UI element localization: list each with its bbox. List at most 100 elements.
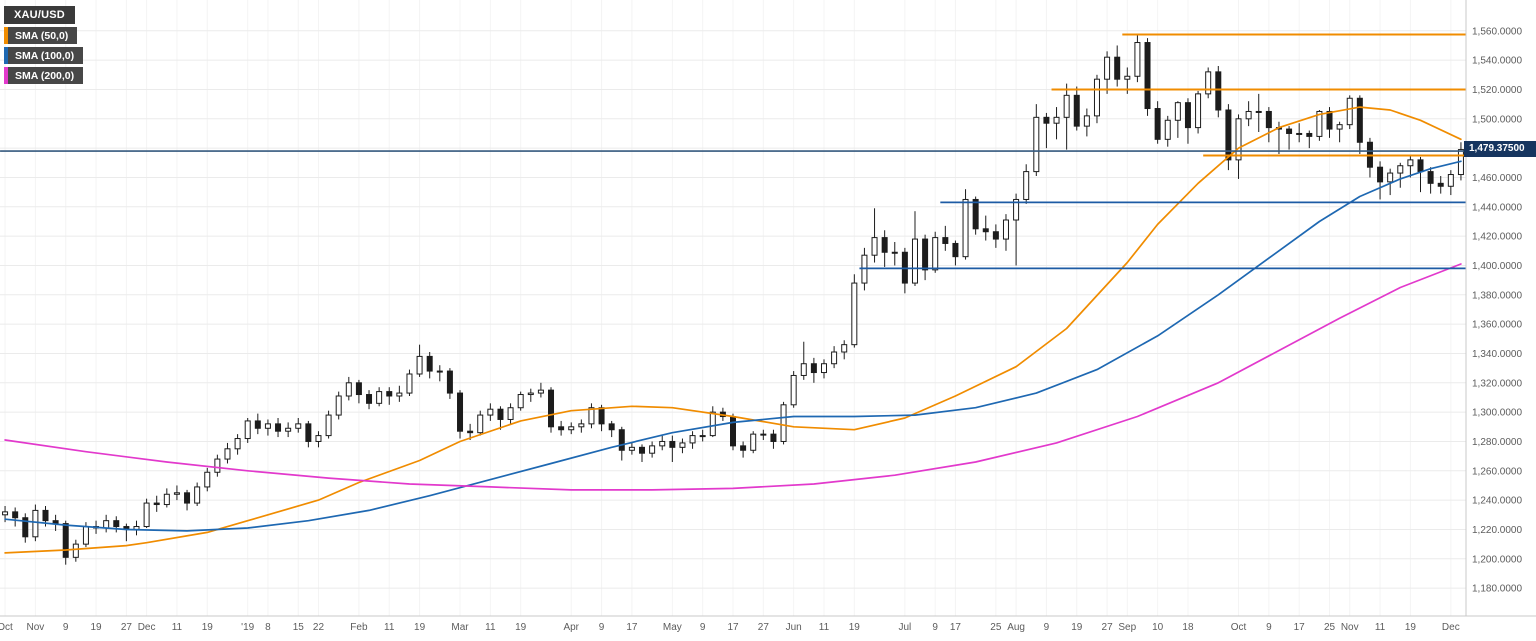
svg-text:18: 18 bbox=[1182, 622, 1194, 633]
svg-text:25: 25 bbox=[1324, 622, 1336, 633]
candle bbox=[537, 382, 544, 398]
candle bbox=[406, 369, 413, 396]
candle bbox=[234, 434, 241, 455]
candle bbox=[1195, 90, 1202, 134]
svg-text:27: 27 bbox=[1102, 622, 1114, 633]
candle bbox=[517, 391, 524, 411]
candle bbox=[962, 189, 969, 260]
candle bbox=[1265, 107, 1272, 143]
candle bbox=[446, 368, 453, 399]
candle bbox=[689, 431, 696, 449]
svg-text:1,520.0000: 1,520.0000 bbox=[1472, 85, 1522, 96]
candle bbox=[1205, 67, 1212, 99]
candle bbox=[659, 435, 666, 451]
candle bbox=[285, 422, 292, 438]
candle bbox=[487, 403, 494, 421]
candle bbox=[1013, 193, 1020, 266]
symbol-badge[interactable]: XAU/USD bbox=[4, 6, 75, 24]
svg-text:1,440.0000: 1,440.0000 bbox=[1472, 202, 1522, 213]
candle bbox=[62, 520, 69, 565]
sma50-label: SMA (50,0) bbox=[8, 27, 78, 44]
svg-text:19: 19 bbox=[1071, 622, 1083, 633]
candle bbox=[1255, 93, 1262, 132]
candle bbox=[143, 498, 150, 528]
candle bbox=[932, 231, 939, 273]
svg-text:Dec: Dec bbox=[138, 622, 156, 633]
svg-text:9: 9 bbox=[1266, 622, 1272, 633]
candle bbox=[22, 513, 29, 543]
candle bbox=[1306, 130, 1313, 149]
candle bbox=[133, 520, 140, 536]
candle bbox=[1377, 161, 1384, 200]
candle bbox=[1437, 176, 1444, 194]
candle bbox=[457, 390, 464, 439]
candle bbox=[416, 344, 423, 377]
svg-text:Jun: Jun bbox=[786, 622, 802, 633]
last-price-tag: 1,479.37500 bbox=[1464, 141, 1536, 157]
legend-item-sma50[interactable]: SMA (50,0) bbox=[4, 27, 78, 44]
candle bbox=[345, 376, 352, 401]
svg-text:19: 19 bbox=[515, 622, 527, 633]
svg-text:22: 22 bbox=[313, 622, 325, 633]
sma-100-line bbox=[4, 160, 1462, 532]
vertical-gridlines bbox=[4, 0, 1452, 616]
candle bbox=[871, 208, 878, 263]
candle bbox=[366, 390, 373, 410]
svg-text:Mar: Mar bbox=[451, 622, 469, 633]
candle bbox=[1336, 121, 1343, 143]
candle bbox=[396, 385, 403, 402]
candle bbox=[588, 403, 595, 429]
candle bbox=[355, 379, 362, 404]
candle bbox=[790, 371, 797, 408]
candle bbox=[669, 435, 676, 462]
candle bbox=[1154, 101, 1161, 144]
candle bbox=[295, 418, 302, 433]
candle bbox=[699, 429, 706, 442]
sma50-color-chip bbox=[4, 27, 8, 44]
candle bbox=[1366, 137, 1373, 178]
candle bbox=[901, 247, 908, 294]
candle bbox=[1023, 164, 1030, 204]
svg-text:27: 27 bbox=[121, 622, 133, 633]
svg-text:1,380.0000: 1,380.0000 bbox=[1472, 290, 1522, 301]
candle bbox=[1346, 95, 1353, 130]
candle bbox=[72, 539, 79, 562]
candle bbox=[760, 429, 767, 440]
svg-text:11: 11 bbox=[819, 622, 830, 633]
svg-text:1,360.0000: 1,360.0000 bbox=[1472, 320, 1522, 331]
candle bbox=[628, 442, 635, 455]
svg-text:1,560.0000: 1,560.0000 bbox=[1472, 26, 1522, 37]
x-axis[interactable]: Oct Nov 9 19 27 Dec 11 19 '19 8 15 22 Feb 11 19 Mar 11 19… bbox=[0, 622, 1460, 633]
candle bbox=[1144, 38, 1151, 116]
svg-text:1,340.0000: 1,340.0000 bbox=[1472, 349, 1522, 360]
candle bbox=[1002, 214, 1009, 251]
svg-text:9: 9 bbox=[700, 622, 706, 633]
svg-text:1,240.0000: 1,240.0000 bbox=[1472, 496, 1522, 507]
candle bbox=[1184, 98, 1191, 144]
candle bbox=[1397, 162, 1404, 188]
candle bbox=[548, 387, 555, 433]
candle bbox=[1174, 101, 1181, 138]
svg-text:Nov: Nov bbox=[26, 622, 44, 633]
svg-text:May: May bbox=[663, 622, 682, 633]
legend-item-sma200[interactable]: SMA (200,0) bbox=[4, 67, 84, 84]
candle bbox=[1245, 101, 1252, 127]
svg-text:25: 25 bbox=[990, 622, 1002, 633]
svg-text:15: 15 bbox=[293, 622, 305, 633]
svg-text:1,540.0000: 1,540.0000 bbox=[1472, 56, 1522, 67]
candle bbox=[1407, 155, 1414, 178]
y-axis[interactable]: 1,560.0000 1,540.0000 1,520.0000 1,500.0000… bbox=[1472, 26, 1522, 594]
candle bbox=[568, 422, 575, 435]
candle bbox=[1093, 74, 1100, 124]
svg-text:Sep: Sep bbox=[1118, 622, 1136, 633]
candle bbox=[1387, 168, 1394, 196]
svg-text:17: 17 bbox=[727, 622, 739, 633]
svg-text:17: 17 bbox=[1294, 622, 1306, 633]
legend-item-sma100[interactable]: SMA (100,0) bbox=[4, 47, 84, 64]
svg-text:Nov: Nov bbox=[1341, 622, 1359, 633]
svg-text:1,180.0000: 1,180.0000 bbox=[1472, 584, 1522, 595]
candle bbox=[558, 420, 565, 436]
candle bbox=[184, 489, 191, 511]
candle bbox=[831, 346, 838, 369]
